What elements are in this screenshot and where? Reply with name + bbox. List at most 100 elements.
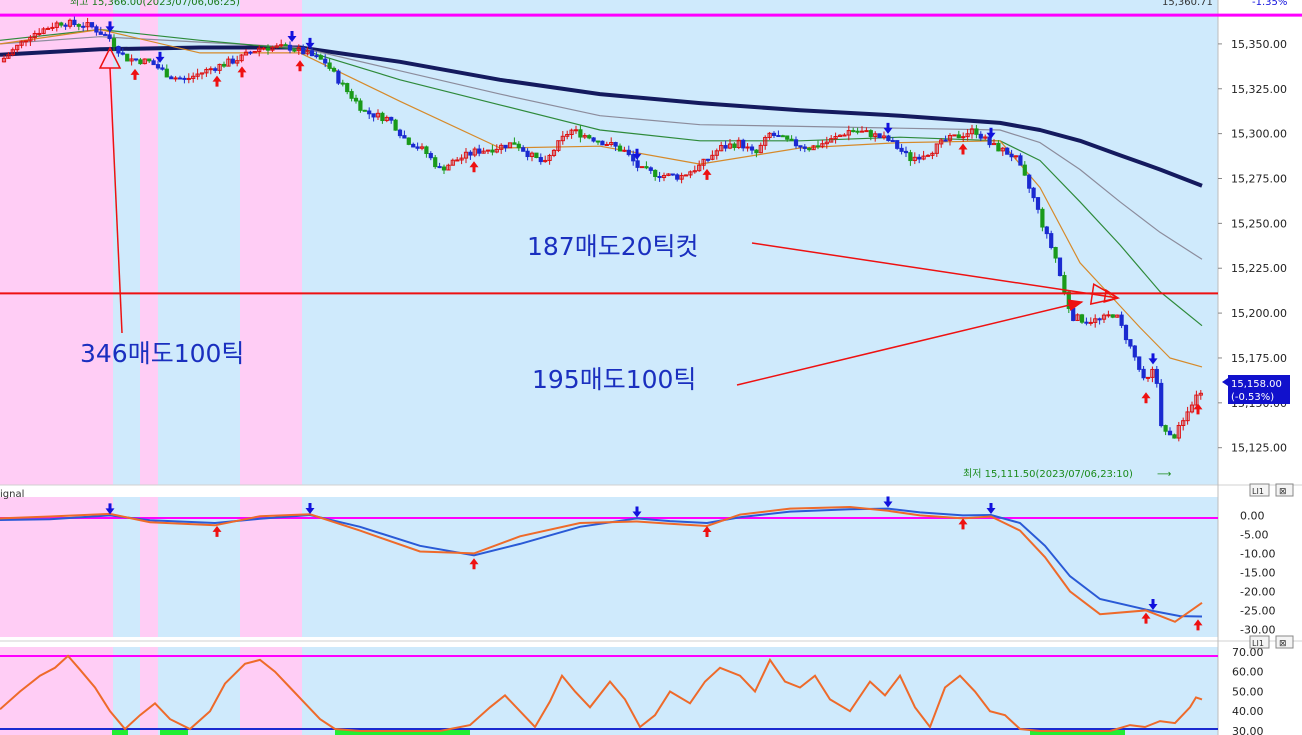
candle-body xyxy=(468,151,473,156)
candle-body xyxy=(881,135,887,139)
candle-body xyxy=(1079,314,1085,323)
candle-body xyxy=(318,55,323,60)
candle-body xyxy=(76,24,81,27)
candle xyxy=(160,64,165,71)
candle xyxy=(129,54,134,66)
candle xyxy=(384,115,389,123)
candle xyxy=(1189,401,1195,414)
candle xyxy=(1123,324,1129,344)
candle-body xyxy=(560,135,565,142)
candle-body xyxy=(1101,314,1107,320)
candle xyxy=(265,44,271,55)
candle xyxy=(1141,366,1146,381)
candle xyxy=(1013,155,1019,160)
candle xyxy=(961,132,966,142)
candle-body xyxy=(1062,275,1067,293)
close-button[interactable] xyxy=(1275,635,1294,649)
candle xyxy=(111,34,117,52)
buy-arrow-icon xyxy=(958,143,968,155)
candle xyxy=(833,132,838,144)
candle-body xyxy=(974,128,979,135)
candle xyxy=(380,111,385,124)
candle xyxy=(1027,173,1032,193)
candle-body xyxy=(182,77,187,80)
candle-body xyxy=(85,22,90,28)
candle-body xyxy=(67,19,73,27)
candle-body xyxy=(578,129,583,138)
candle xyxy=(600,140,605,146)
macd-tick-label: -25.00 xyxy=(1240,604,1275,617)
candle-body xyxy=(147,58,152,62)
link-button[interactable] xyxy=(1249,483,1270,497)
oversold-fill xyxy=(112,728,128,735)
candle xyxy=(37,28,42,36)
candle xyxy=(912,152,917,165)
candle-body xyxy=(1167,430,1173,436)
candle-body xyxy=(213,68,218,71)
candle xyxy=(1128,339,1133,349)
buy-arrow-icon xyxy=(702,168,712,180)
link-button[interactable] xyxy=(1249,635,1270,649)
candle-body xyxy=(248,51,253,54)
candle-body xyxy=(195,73,200,77)
candle-body xyxy=(6,54,11,59)
candle xyxy=(547,153,552,165)
candle xyxy=(864,127,869,133)
candle xyxy=(767,131,772,140)
candle-body xyxy=(362,109,367,112)
candle-body xyxy=(723,145,728,149)
candle xyxy=(204,67,209,77)
macd-tick-label: -20.00 xyxy=(1240,585,1275,598)
candle xyxy=(301,44,306,55)
candle xyxy=(837,134,843,138)
candle-body xyxy=(169,76,174,80)
candle-body xyxy=(323,58,328,64)
candle-body xyxy=(1194,394,1199,406)
candle xyxy=(1088,317,1093,326)
svg-text:⊠: ⊠ xyxy=(1279,487,1287,497)
candle xyxy=(578,125,583,143)
candle-body xyxy=(142,58,147,65)
buy-arrow-icon xyxy=(212,75,222,87)
candle xyxy=(1119,311,1124,329)
candle-body xyxy=(133,58,139,61)
candle xyxy=(1176,421,1181,442)
candle-body xyxy=(846,130,851,136)
candle xyxy=(345,82,350,95)
candle xyxy=(956,130,961,139)
candle xyxy=(855,127,860,135)
candle xyxy=(587,134,592,140)
candle-body xyxy=(1106,314,1111,317)
candle-body xyxy=(815,145,821,148)
candle xyxy=(939,138,944,148)
candle xyxy=(679,172,684,184)
buy-arrow-icon xyxy=(1193,619,1203,631)
rsi-panel-buttons[interactable]: LI1 ⊠ xyxy=(1249,635,1294,649)
candle-body xyxy=(243,51,249,56)
buy-arrow-icon xyxy=(295,60,305,72)
candle xyxy=(147,58,152,64)
candle-body xyxy=(899,147,904,152)
candle xyxy=(1053,246,1058,263)
close-button[interactable] xyxy=(1275,483,1294,497)
candle-body xyxy=(890,140,895,143)
macd-panel-buttons[interactable]: LI1 ⊠ xyxy=(1249,483,1294,497)
candle xyxy=(85,17,90,31)
candle xyxy=(424,145,429,158)
candle xyxy=(221,61,227,68)
candle-body xyxy=(125,53,130,62)
candle-body xyxy=(81,25,86,28)
candle xyxy=(1057,257,1063,277)
candle xyxy=(173,75,178,82)
candle-body xyxy=(1057,257,1063,277)
buy-arrow-icon xyxy=(1141,612,1151,624)
candle xyxy=(490,144,495,156)
rsi-axis: 70.00 60.00 50.00 40.00 30.00 xyxy=(1232,646,1264,735)
candle-body xyxy=(353,97,359,102)
buy-arrow-icon xyxy=(958,518,968,530)
price-tick-label: 15,300.00 xyxy=(1231,128,1287,141)
rsi-tick-label: 70.00 xyxy=(1232,646,1264,659)
candle xyxy=(318,53,323,60)
candle-body xyxy=(441,166,447,171)
